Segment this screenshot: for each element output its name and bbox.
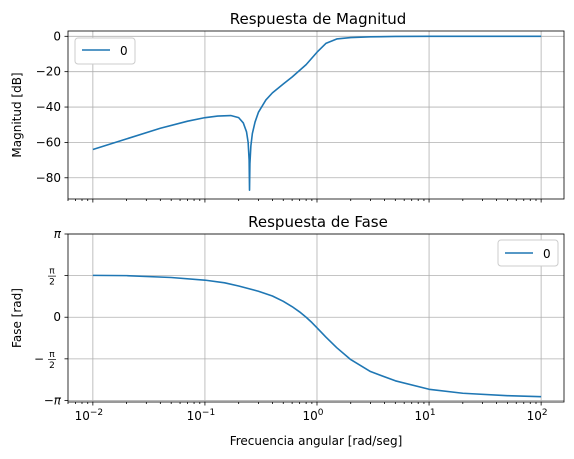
phase-legend-label: 0 xyxy=(543,247,551,261)
phase-ytick-label: −π xyxy=(44,393,62,407)
magnitude-title: Respuesta de Magnitud xyxy=(230,10,406,28)
phase-xtick-label: 100 xyxy=(302,408,323,423)
phase-grid xyxy=(68,233,564,402)
phase-series-line xyxy=(92,274,542,398)
svg-text:2: 2 xyxy=(49,278,55,288)
magnitude-series xyxy=(92,35,542,191)
phase-xlabel: Frecuencia angular [rad/seg] xyxy=(230,434,403,448)
magnitude-ytick-label: 0 xyxy=(53,29,61,43)
magnitude-legend-label: 0 xyxy=(120,44,128,58)
phase-xtick-label: 102 xyxy=(527,408,548,423)
phase-ytick-label: 0 xyxy=(53,310,61,324)
magnitude-ticks: 0 −20 −40 −60 −80 xyxy=(36,29,542,203)
magnitude-legend-box xyxy=(74,37,136,65)
phase-xtick-label: 101 xyxy=(415,408,436,423)
phase-legend[interactable]: 0 xyxy=(497,239,559,267)
magnitude-ytick-label: −40 xyxy=(36,100,61,114)
phase-xtick-label: 10−2 xyxy=(75,408,104,423)
phase-ytick-label: π2 xyxy=(48,267,56,288)
magnitude-series-line xyxy=(92,35,542,191)
phase-frame xyxy=(67,233,565,403)
magnitude-ylabel: Magnitud [dB] xyxy=(10,72,24,157)
svg-text:π: π xyxy=(49,267,55,277)
magnitude-frame xyxy=(67,30,565,200)
svg-text:−: − xyxy=(34,352,44,366)
phase-ytick-label: π xyxy=(54,227,62,241)
magnitude-legend[interactable]: 0 xyxy=(74,37,136,65)
phase-title: Respuesta de Fase xyxy=(248,213,388,231)
magnitude-ytick-label: −20 xyxy=(36,65,61,79)
magnitude-grid xyxy=(68,31,564,199)
phase-ylabel: Fase [rad] xyxy=(10,288,24,348)
phase-ytick-label: − π2 xyxy=(34,350,56,371)
magnitude-ytick-label: −80 xyxy=(36,171,61,185)
svg-text:π: π xyxy=(49,350,55,360)
magnitude-ytick-label: −60 xyxy=(36,135,61,149)
svg-text:2: 2 xyxy=(49,361,55,371)
magnitude-panel: Respuesta de Magnitud 0 −20 −40 −60 −80 Magn… xyxy=(10,10,565,203)
phase-xtick-label: 10−1 xyxy=(187,408,216,423)
phase-series xyxy=(92,274,542,398)
